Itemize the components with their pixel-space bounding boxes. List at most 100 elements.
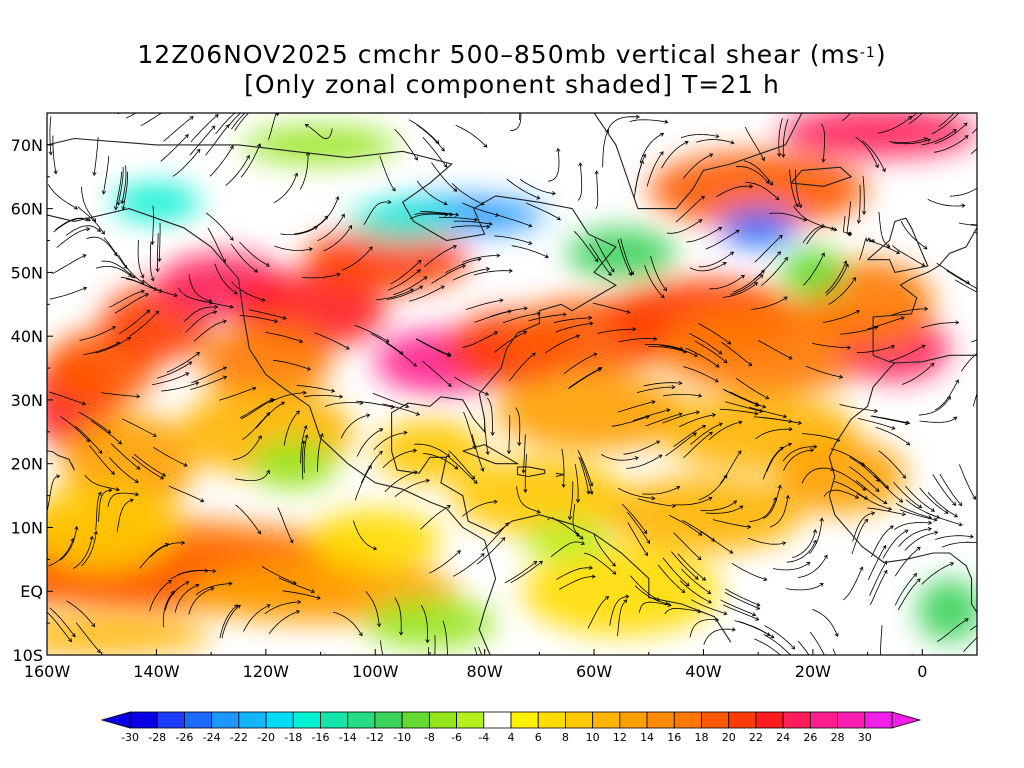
streamline-arrowhead [575,532,580,537]
streamline-arrowhead [425,639,430,644]
streamline [869,561,887,596]
streamline-arrowhead [988,626,992,629]
streamline [899,509,937,521]
colorbar-swatch [837,711,866,729]
streamline [60,416,90,442]
streamline-arrowhead [783,296,788,301]
shear-region [47,482,179,573]
streamline [830,448,865,467]
colorbar-label: 4 [508,731,515,744]
streamline-arrowhead [415,411,421,416]
lat-tick-label: 40N [11,327,43,346]
streamline [133,453,166,477]
streamline-arrowhead [953,513,959,518]
streamline [856,345,895,354]
streamline-arrowhead [891,425,896,430]
streamline-arrowhead [821,223,826,228]
streamline-arrowhead [682,349,687,354]
streamline-arrowhead [761,156,765,162]
streamline-arrowhead [955,379,959,384]
lon-tick-label: 140W [133,662,180,681]
streamline [698,322,731,345]
streamline-arrowhead [447,353,452,358]
streamline [927,198,965,207]
streamline-arrowhead [854,494,860,499]
streamline [462,255,500,263]
streamline-arrowhead [739,505,744,510]
streamline-arrowhead [146,309,151,314]
streamline [749,497,777,522]
streamline-arrowhead [972,495,976,500]
streamline-arrowhead [628,271,633,276]
streamline [754,235,783,263]
streamline-arrowhead [718,422,723,427]
streamline [352,520,377,550]
streamline [283,410,300,446]
streamline [689,262,727,272]
streamline [809,518,823,554]
streamline-arrowhead [86,227,91,232]
streamline [755,428,793,440]
streamline [103,237,128,269]
streamline [129,311,159,337]
streamline-arrowhead [414,156,418,161]
streamline [489,307,528,318]
streamline-arrowhead [435,140,440,145]
streamline-arrowhead [183,462,188,467]
streamline-arrowhead [862,486,867,491]
streamline-arrowhead [257,530,262,535]
streamline [248,309,287,319]
streamline-arrowhead [449,212,454,217]
streamline-arrowhead [992,124,995,128]
streamline-arrowhead [737,450,742,455]
streamline-arrowhead [934,530,939,535]
streamline [904,531,938,551]
streamline-arrowhead [348,224,353,230]
streamline [442,620,448,655]
streamline [408,285,445,302]
streamline-arrowhead [949,562,955,567]
streamline-arrowhead [517,442,522,447]
streamline [805,365,843,378]
streamline-arrowhead [798,203,803,209]
streamline [519,178,556,194]
streamline [393,276,428,296]
streamline [587,596,609,629]
streamline [663,394,702,397]
streamline [889,137,928,143]
title-line-1-suffix: ) [875,40,887,69]
streamline [161,382,199,392]
streamline [574,464,579,503]
streamline-arrowhead [185,581,190,586]
streamline [314,332,350,350]
streamline-arrowhead [195,381,200,386]
streamline [705,229,740,250]
streamline [852,512,875,542]
streamline [269,392,307,404]
streamline [451,225,490,228]
streamline-arrowhead [889,525,894,530]
streamline [462,501,498,517]
streamline-arrowhead [788,426,793,432]
streamline-arrowhead [257,106,260,110]
lon-tick-label: 40W [685,662,721,681]
streamline-arrowhead [445,453,451,458]
streamline [195,583,232,596]
streamline-arrowhead [634,456,639,461]
streamline [225,155,250,186]
streamline-arrowhead [861,210,867,215]
streamline [892,245,925,267]
streamline [846,201,851,236]
streamline [448,456,478,484]
streamline [380,640,384,655]
streamline [973,231,977,234]
streamline-arrowhead [96,649,101,654]
streamline-arrowhead [486,224,491,229]
streamline [751,296,788,310]
streamline-arrowhead [653,336,658,341]
coastline [391,425,732,643]
streamline [462,202,499,217]
streamline-arrowhead [643,529,648,535]
streamline [423,245,457,268]
